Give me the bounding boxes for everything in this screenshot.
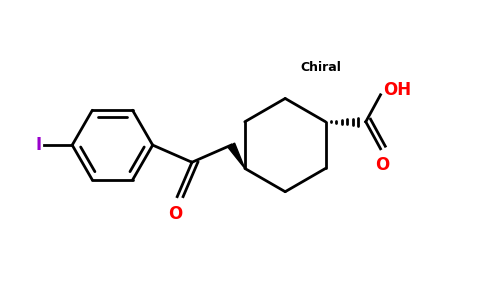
- Text: OH: OH: [383, 81, 411, 99]
- Text: O: O: [376, 156, 390, 174]
- Polygon shape: [228, 143, 245, 168]
- Text: Chiral: Chiral: [300, 61, 341, 74]
- Text: I: I: [36, 136, 42, 154]
- Text: O: O: [167, 206, 182, 224]
